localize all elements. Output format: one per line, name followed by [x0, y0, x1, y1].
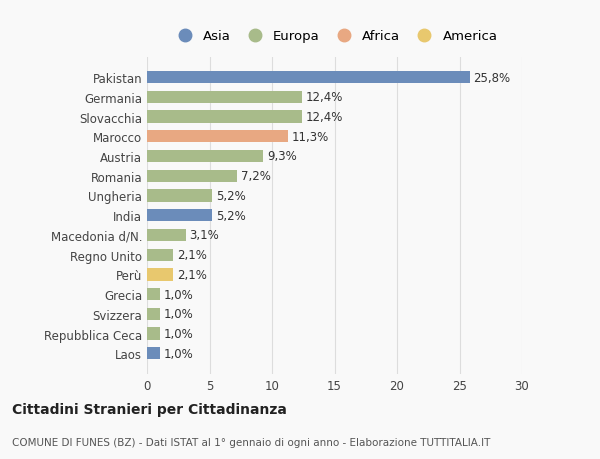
Text: 5,2%: 5,2%	[216, 190, 245, 202]
Text: 1,0%: 1,0%	[163, 288, 193, 301]
Text: 12,4%: 12,4%	[306, 111, 343, 124]
Bar	[147, 288, 160, 301]
Bar	[147, 72, 470, 84]
Text: 2,1%: 2,1%	[177, 269, 207, 281]
Bar	[147, 328, 160, 340]
Text: 1,0%: 1,0%	[163, 308, 193, 321]
Bar	[147, 249, 173, 261]
Bar	[147, 308, 160, 320]
Text: 1,0%: 1,0%	[163, 347, 193, 360]
Bar	[147, 190, 212, 202]
Text: 25,8%: 25,8%	[473, 72, 511, 84]
Legend: Asia, Europa, Africa, America: Asia, Europa, Africa, America	[169, 28, 500, 46]
Text: COMUNE DI FUNES (BZ) - Dati ISTAT al 1° gennaio di ogni anno - Elaborazione TUTT: COMUNE DI FUNES (BZ) - Dati ISTAT al 1° …	[12, 437, 490, 447]
Bar	[147, 210, 212, 222]
Bar	[147, 347, 160, 360]
Bar	[147, 91, 302, 104]
Text: 12,4%: 12,4%	[306, 91, 343, 104]
Bar	[147, 131, 288, 143]
Text: 2,1%: 2,1%	[177, 249, 207, 262]
Text: Cittadini Stranieri per Cittadinanza: Cittadini Stranieri per Cittadinanza	[12, 402, 287, 416]
Bar	[147, 269, 173, 281]
Text: 1,0%: 1,0%	[163, 327, 193, 341]
Text: 11,3%: 11,3%	[292, 130, 329, 144]
Text: 9,3%: 9,3%	[267, 150, 297, 163]
Bar	[147, 170, 237, 182]
Bar	[147, 151, 263, 163]
Bar	[147, 111, 302, 123]
Text: 3,1%: 3,1%	[190, 229, 219, 242]
Bar	[147, 230, 186, 241]
Text: 5,2%: 5,2%	[216, 209, 245, 222]
Text: 7,2%: 7,2%	[241, 170, 271, 183]
